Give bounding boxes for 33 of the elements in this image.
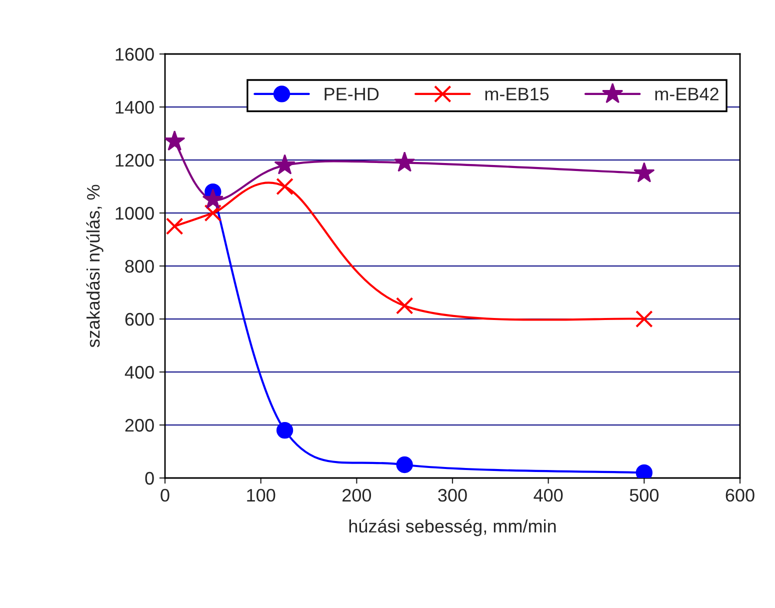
legend-label: PE-HD (324, 88, 379, 100)
y-axis-title: szakadási nyúlás, % (86, 184, 104, 348)
legend-label: m-EB42 (655, 88, 718, 100)
point (202, 188, 224, 209)
x-axis-title: húzási sebesség, mm/min (349, 519, 556, 536)
y-tick-label: 600 (125, 312, 154, 326)
x-tick-label: 600 (726, 488, 754, 502)
y-tick-label: 1600 (116, 48, 154, 61)
point (396, 456, 413, 474)
point (166, 218, 184, 235)
y-tick-label: 1000 (116, 206, 154, 220)
point (396, 297, 414, 314)
x-tick-label: 200 (342, 488, 372, 502)
y-tick-label: 1200 (116, 154, 154, 167)
legend-label: m-EB15 (485, 88, 549, 100)
x-tick-label: 0 (160, 488, 170, 502)
point (274, 154, 296, 174)
x-tick-label: 300 (438, 488, 467, 502)
y-tick-label: 1400 (116, 100, 154, 114)
x-tick-label: 400 (534, 488, 563, 502)
y-tick-label: 400 (124, 366, 154, 379)
point (165, 130, 186, 151)
y-tick-label: 0 (145, 472, 154, 485)
point (634, 162, 655, 182)
point (635, 310, 653, 328)
point (276, 178, 294, 196)
point (204, 204, 222, 222)
x-tick-label: 500 (630, 488, 659, 502)
point (394, 152, 416, 172)
y-tick-label: 800 (125, 260, 154, 273)
y-tick-label: 200 (125, 418, 154, 432)
x-tick-label: 100 (247, 488, 276, 502)
point (276, 422, 294, 439)
